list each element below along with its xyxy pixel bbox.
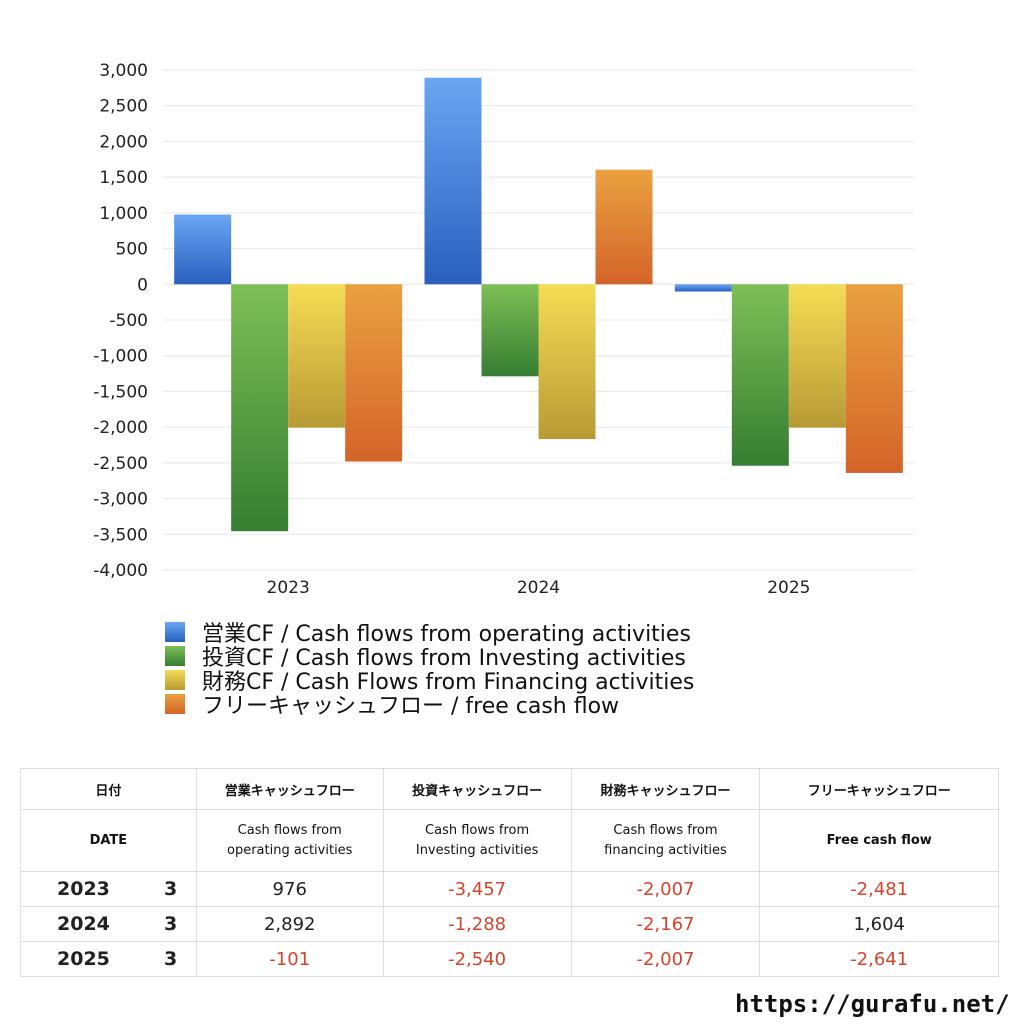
table-row: 2025 3 -101 -2,540 -2,007 -2,641 xyxy=(20,941,999,977)
row-investing-value: -2,540 xyxy=(382,941,572,977)
row-free-cash-flow-value: 1,604 xyxy=(759,906,999,942)
bar-chart: 3,000 2,500 2,000 1,500 1,000 500 0 -500 -1,000 -… xyxy=(93,61,914,598)
table-header-row-en: DATE Cash flows from operating activitie… xyxy=(20,809,999,872)
bar-free-cash-flow-2023 xyxy=(345,284,403,462)
header-date-jp: 日付 xyxy=(20,768,197,810)
cash-flow-table: 日付 営業キャッシュフロー 投資キャッシュフロー 財務キャッシュフロー フリーキ… xyxy=(20,768,999,977)
row-investing-value: -3,457 xyxy=(382,871,572,907)
legend-swatch-investing xyxy=(165,646,185,666)
x-tick-label: 2023 xyxy=(267,578,310,598)
y-tick-label: 1,000 xyxy=(99,204,148,224)
bar-free-cash-flow-2025 xyxy=(845,284,903,473)
y-tick-label: 1,500 xyxy=(99,168,148,188)
table-row: 2024 3 2,892 -1,288 -2,167 1,604 xyxy=(20,906,999,942)
y-tick-label: -1,500 xyxy=(93,382,148,402)
header-financing-jp: 財務キャッシュフロー xyxy=(570,768,761,810)
y-tick-label: -1,000 xyxy=(93,347,148,367)
bar-investing-2024 xyxy=(481,284,539,377)
header-investing-en-text: Cash flows from Investing activities xyxy=(415,822,539,858)
header-operating-jp: 営業キャッシュフロー xyxy=(195,768,384,810)
y-tick-label: 2,500 xyxy=(99,97,148,117)
legend-swatch-free-cash-flow xyxy=(165,694,185,714)
bar-financing-2024 xyxy=(538,284,596,440)
header-free-cash-flow-jp: フリーキャッシュフロー xyxy=(759,768,999,810)
header-investing-jp: 投資キャッシュフロー xyxy=(382,768,572,810)
legend-item-operating: 営業CF / Cash flows from operating activit… xyxy=(165,620,694,647)
header-financing-en: Cash flows from financing activities xyxy=(570,809,761,872)
row-month: 3 xyxy=(145,941,197,977)
bar-investing-2023 xyxy=(231,284,289,532)
header-date-en: DATE xyxy=(20,809,197,872)
row-financing-value: -2,007 xyxy=(570,871,761,907)
x-tick-label: 2024 xyxy=(517,578,560,598)
y-tick-label: -2,000 xyxy=(93,418,148,438)
header-free-cash-flow-en: Free cash flow xyxy=(759,809,999,872)
site-url[interactable]: https://gurafu.net/ xyxy=(735,990,1010,1018)
table-row: 2023 3 976 -3,457 -2,007 -2,481 xyxy=(20,871,999,907)
row-operating-value: -101 xyxy=(195,941,384,977)
row-operating-value: 2,892 xyxy=(195,906,384,942)
y-tick-label: -3,500 xyxy=(93,525,148,545)
bar-free-cash-flow-2024 xyxy=(595,169,653,285)
y-tick-label: -500 xyxy=(109,311,148,331)
legend-item-investing: 投資CF / Cash flows from Investing activit… xyxy=(165,644,694,671)
table-header-row-jp: 日付 営業キャッシュフロー 投資キャッシュフロー 財務キャッシュフロー フリーキ… xyxy=(20,768,999,810)
bar-financing-2025 xyxy=(788,284,846,428)
row-operating-value: 976 xyxy=(195,871,384,907)
x-axis-ticks: 2023 2024 2025 xyxy=(267,578,811,598)
header-operating-en: Cash flows from operating activities xyxy=(195,809,384,872)
bar-investing-2025 xyxy=(731,284,789,466)
row-year: 2023 xyxy=(20,871,146,907)
row-year: 2024 xyxy=(20,906,146,942)
header-investing-en: Cash flows from Investing activities xyxy=(382,809,572,872)
y-tick-label: -3,000 xyxy=(93,490,148,510)
header-operating-en-text: Cash flows from operating activities xyxy=(227,822,353,858)
legend-item-free-cash-flow: フリーキャッシュフロー / free cash flow xyxy=(165,692,694,719)
x-tick-label: 2025 xyxy=(767,578,810,598)
legend-swatch-operating xyxy=(165,622,185,642)
bar-operating-2023 xyxy=(174,214,232,285)
y-tick-label: 0 xyxy=(137,275,148,295)
y-tick-label: 500 xyxy=(116,240,148,260)
bar-financing-2023 xyxy=(288,284,346,428)
row-free-cash-flow-value: -2,481 xyxy=(759,871,999,907)
header-financing-en-text: Cash flows from financing activities xyxy=(604,822,727,858)
legend-label-operating: 営業CF / Cash flows from operating activit… xyxy=(202,622,691,647)
legend-label-investing: 投資CF / Cash flows from Investing activit… xyxy=(202,646,686,671)
y-tick-label: 3,000 xyxy=(99,61,148,81)
y-tick-label: -2,500 xyxy=(93,454,148,474)
row-month: 3 xyxy=(145,871,197,907)
row-month: 3 xyxy=(145,906,197,942)
legend-label-free-cash-flow: フリーキャッシュフロー / free cash flow xyxy=(202,694,620,719)
legend: 営業CF / Cash flows from operating activit… xyxy=(165,620,694,719)
row-financing-value: -2,167 xyxy=(570,906,761,942)
row-investing-value: -1,288 xyxy=(382,906,572,942)
y-tick-label: 2,000 xyxy=(99,132,148,152)
row-free-cash-flow-value: -2,641 xyxy=(759,941,999,977)
y-tick-label: -4,000 xyxy=(93,561,148,581)
legend-item-financing: 財務CF / Cash Flows from Financing activit… xyxy=(165,668,694,695)
bar-operating-2024 xyxy=(424,77,482,285)
legend-swatch-financing xyxy=(165,670,185,690)
y-axis-ticks: 3,000 2,500 2,000 1,500 1,000 500 0 -500 -1,000 -… xyxy=(93,61,148,581)
bars xyxy=(174,77,903,532)
bar-operating-2025 xyxy=(674,284,732,292)
row-financing-value: -2,007 xyxy=(570,941,761,977)
row-year: 2025 xyxy=(20,941,146,977)
legend-label-financing: 財務CF / Cash Flows from Financing activit… xyxy=(202,670,695,695)
